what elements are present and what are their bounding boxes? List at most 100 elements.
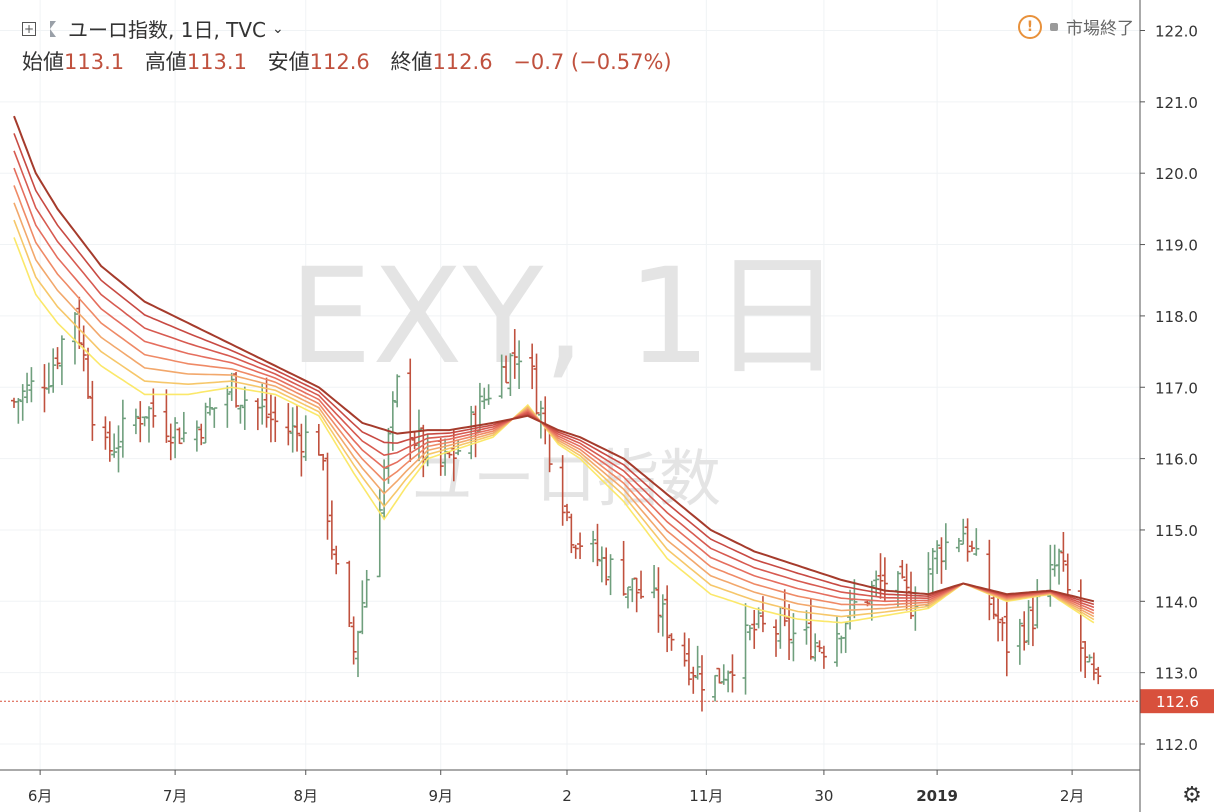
- ohlc-bar: [54, 347, 61, 370]
- ohlc-bar: [45, 362, 52, 394]
- ohlc-bar: [1047, 544, 1054, 607]
- ohlc-bars: [11, 296, 1102, 712]
- change-value: −0.7 (−0.57%): [513, 50, 672, 74]
- ohlc-bar: [559, 455, 566, 526]
- ohlc-bar: [603, 547, 610, 586]
- ohlc-bar: [773, 619, 780, 657]
- ohlc-bar: [507, 353, 514, 396]
- status-dot: [1050, 22, 1058, 31]
- ohlc-bar: [15, 398, 22, 424]
- ohlc-bar: [363, 569, 370, 608]
- close-value: 112.6: [432, 50, 493, 74]
- ema-line: [13, 202, 1095, 618]
- ohlc-bar: [995, 595, 1002, 642]
- ohlc-bar: [720, 664, 727, 685]
- ohlc-bar: [333, 545, 340, 575]
- ohlc-bar: [820, 645, 827, 669]
- ohlc-bar: [960, 518, 967, 545]
- chart-legend-header: + ユーロ指数, 1日, TVC ⌄ 始値113.1 高値113.1 安値112…: [0, 8, 1000, 78]
- ohlc-bar: [137, 401, 144, 443]
- ohlc-bar: [1003, 600, 1010, 677]
- ohlc-bar: [354, 630, 361, 678]
- ohlc-bar: [1064, 553, 1071, 595]
- ohlc-bar: [899, 559, 906, 579]
- ohlc-bar: [145, 406, 152, 443]
- gear-icon[interactable]: ⚙: [1182, 783, 1202, 808]
- ohlc-bar: [929, 548, 936, 595]
- ohlc-bar: [1090, 652, 1097, 681]
- ema-line: [13, 150, 1095, 609]
- ohlc-bar: [1095, 666, 1102, 685]
- ohlc-bar: [115, 425, 122, 473]
- y-tick-label: 112.0: [1155, 736, 1198, 754]
- ohlc-bar: [698, 655, 705, 712]
- ohlc-bar: [607, 554, 614, 596]
- ohlc-bar: [294, 404, 301, 452]
- ohlc-bar: [638, 570, 645, 599]
- ema-line: [13, 237, 1095, 624]
- ohlc-bar: [503, 355, 510, 384]
- y-tick-label: 113.0: [1155, 665, 1198, 683]
- ohlc-bar: [385, 427, 392, 484]
- watermark-subtitle: ユーロ指数: [411, 442, 721, 515]
- ohlc-bar: [89, 380, 96, 441]
- ohlc-bar: [833, 616, 840, 667]
- ema-line: [13, 167, 1095, 612]
- ohlc-bar: [942, 523, 949, 570]
- ohlc-bar: [542, 396, 549, 445]
- x-tick-label: 2019: [916, 787, 958, 805]
- y-tick-label: 114.0: [1155, 593, 1198, 611]
- x-tick-label: 9月: [428, 787, 453, 805]
- ohlc-bar: [577, 532, 584, 560]
- ohlc-bar: [237, 404, 244, 424]
- ohlc-bar: [394, 374, 401, 408]
- ohlc-bar: [359, 580, 366, 635]
- ohlc-bar: [877, 553, 884, 599]
- ohlc-bar: [202, 402, 209, 444]
- ohlc-bar: [106, 421, 113, 462]
- symbol-title[interactable]: ユーロ指数, 1日, TVC: [68, 18, 267, 42]
- y-tick-label: 117.0: [1155, 379, 1198, 397]
- ohlc-bar: [986, 539, 993, 621]
- ohlc-bar: [668, 633, 675, 651]
- ohlc-bar: [790, 613, 797, 662]
- ohlc-bar: [511, 329, 518, 379]
- x-tick-label: 8月: [293, 787, 318, 805]
- ohlc-bar: [302, 415, 309, 461]
- ohlc-values-row: 始値113.1 高値113.1 安値112.6 終値112.6 −0.7 (−0…: [22, 46, 672, 76]
- low-label: 安値: [267, 50, 310, 74]
- ohlc-bar: [224, 385, 231, 428]
- ohlc-bar: [102, 416, 109, 450]
- ema-line: [13, 115, 1095, 603]
- market-status-label: 市場終了: [1066, 19, 1134, 39]
- ohlc-bar: [729, 654, 736, 693]
- ema-line: [13, 185, 1095, 615]
- ohlc-bar: [1077, 579, 1084, 672]
- ohlc-bar: [254, 398, 261, 431]
- ohlc-bar: [568, 513, 575, 554]
- last-price-badge: [1140, 689, 1214, 714]
- x-tick-label: 6月: [28, 787, 53, 805]
- ohlc-bar: [389, 391, 396, 451]
- x-tick-label: 2月: [1060, 787, 1085, 805]
- y-tick-label: 115.0: [1155, 522, 1198, 540]
- ohlc-bar: [1051, 544, 1058, 577]
- ohlc-bar: [742, 603, 749, 695]
- ohlc-bar: [973, 528, 980, 556]
- plus-square-icon[interactable]: +: [22, 21, 36, 36]
- ohlc-bar: [786, 604, 793, 660]
- open-value: 113.1: [64, 50, 125, 74]
- chevron-down-icon[interactable]: ⌄: [272, 20, 284, 37]
- ohlc-bar: [289, 407, 296, 453]
- x-tick-label: 2: [562, 787, 572, 805]
- exclamation-circle-icon[interactable]: !: [1018, 14, 1042, 39]
- ohlc-bar: [233, 372, 240, 408]
- ohlc-bar: [468, 405, 475, 460]
- ohlc-bar: [812, 633, 819, 662]
- ohlc-bar: [807, 598, 814, 660]
- market-status[interactable]: ! 市場終了: [1018, 14, 1134, 39]
- ohlc-bar: [620, 540, 627, 596]
- ohlc-bar: [681, 632, 688, 667]
- ohlc-bar: [1029, 594, 1036, 647]
